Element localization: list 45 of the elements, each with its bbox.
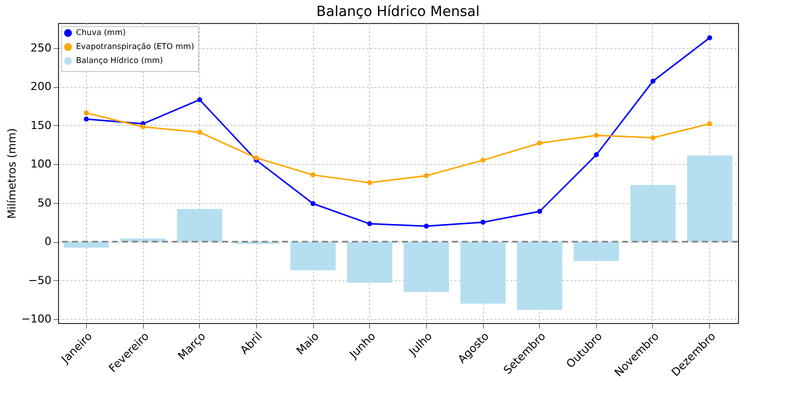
bar <box>460 242 506 304</box>
point <box>84 110 89 116</box>
point <box>310 172 316 178</box>
point <box>84 116 89 122</box>
bar <box>64 242 109 248</box>
legend-label: Balanço Hídrico (mm) <box>76 56 163 65</box>
point <box>424 173 429 178</box>
bar <box>574 242 619 261</box>
bar <box>517 242 562 310</box>
bar <box>630 185 676 242</box>
y-tick-label: 0 <box>44 235 52 248</box>
y-tick-label: 100 <box>30 158 52 171</box>
bar <box>177 209 222 242</box>
y-tick-label: 150 <box>30 118 52 132</box>
point <box>707 35 712 40</box>
point <box>537 140 542 146</box>
point <box>367 221 372 226</box>
point <box>594 132 599 138</box>
bar <box>290 242 336 270</box>
point <box>594 152 599 158</box>
bar <box>687 156 732 242</box>
point <box>480 158 486 163</box>
bar <box>404 242 449 292</box>
point <box>537 208 542 214</box>
point <box>480 220 486 225</box>
legend-label: Evapotranspiração (ETO mm) <box>76 42 194 51</box>
point <box>650 135 656 140</box>
y-axis-title: Milímetros (mm) <box>5 128 18 219</box>
y-tick-label: 200 <box>30 80 52 94</box>
point <box>197 97 202 102</box>
point <box>140 124 146 130</box>
y-tick-label: −50 <box>28 274 52 287</box>
y-tick-label: 50 <box>38 196 52 210</box>
point <box>197 130 202 135</box>
bar <box>347 242 392 283</box>
point <box>254 155 259 160</box>
legend-label: Chuva (mm) <box>76 28 126 37</box>
chart-title: Balanço Hídrico Mensal <box>316 4 480 20</box>
point <box>650 78 656 84</box>
y-tick-label: 250 <box>30 41 52 54</box>
point <box>707 121 712 126</box>
y-tick-label: −100 <box>21 312 52 326</box>
point <box>310 201 316 206</box>
point <box>367 180 372 186</box>
point <box>424 224 429 229</box>
